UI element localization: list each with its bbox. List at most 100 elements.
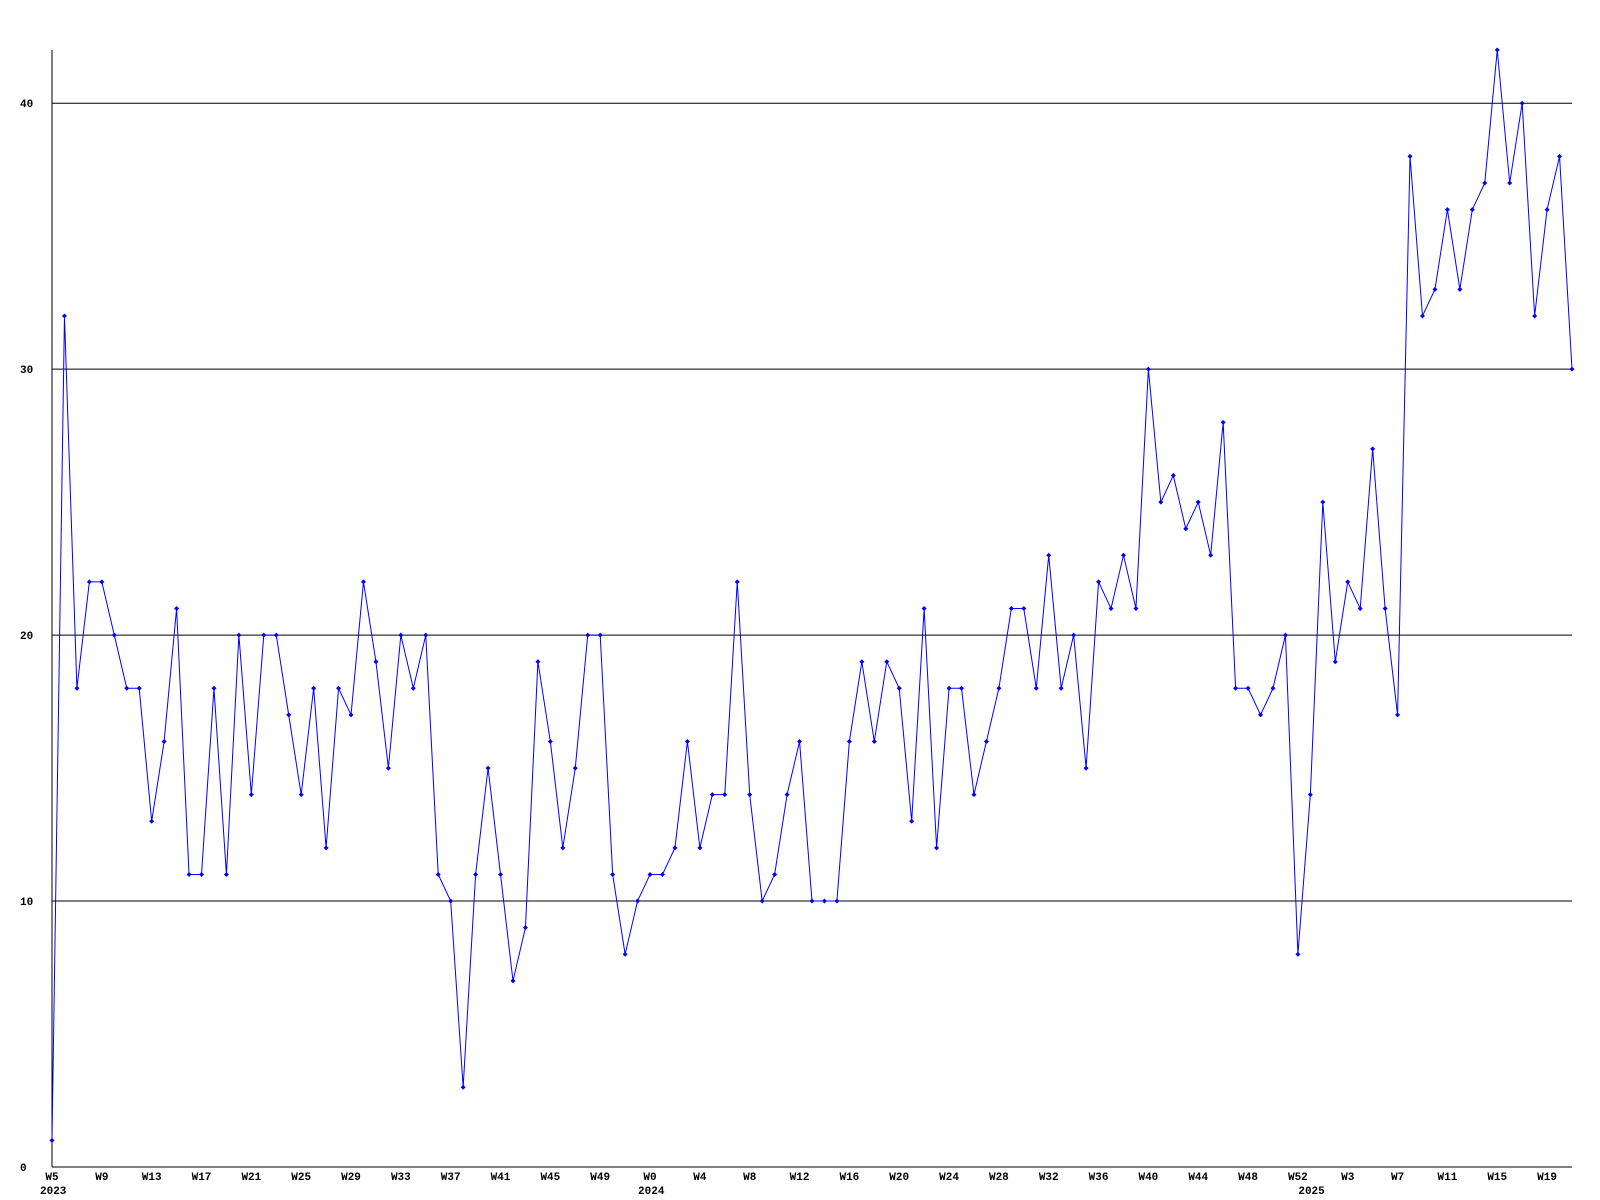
data-point	[1183, 526, 1189, 532]
data-point	[834, 898, 840, 904]
data-point	[1033, 685, 1039, 691]
x-tick-label: W45	[540, 1172, 560, 1184]
data-point	[423, 632, 429, 638]
data-point	[1469, 207, 1475, 213]
data-point	[1395, 712, 1401, 718]
data-point	[1270, 685, 1276, 691]
data-point	[983, 738, 989, 744]
data-point	[74, 685, 80, 691]
x-tick-label: W52	[1288, 1172, 1308, 1184]
data-point	[261, 632, 267, 638]
data-point	[211, 685, 217, 691]
data-point	[697, 845, 703, 851]
data-point	[49, 1137, 55, 1143]
data-point	[174, 606, 180, 611]
data-point	[1145, 366, 1151, 372]
data-point	[385, 765, 391, 771]
data-point	[996, 685, 1002, 691]
data-point	[535, 659, 541, 665]
x-tick-label: W12	[790, 1172, 810, 1184]
data-point	[672, 845, 678, 851]
data-point	[1258, 712, 1264, 718]
data-point	[1008, 606, 1014, 611]
x-tick-label: W17	[192, 1172, 212, 1184]
data-point	[709, 792, 715, 798]
data-point	[473, 871, 479, 877]
data-point	[1307, 792, 1313, 798]
data-point	[149, 818, 155, 824]
x-tick-label: W3	[1341, 1172, 1355, 1184]
data-point	[1320, 499, 1326, 505]
data-point	[1519, 100, 1525, 106]
data-point	[1096, 579, 1102, 585]
x-tick-label: W4	[693, 1172, 707, 1184]
series-line	[51, 49, 1573, 1141]
data-point	[659, 871, 665, 877]
x-tick-label: W28	[989, 1172, 1009, 1184]
data-point	[1083, 765, 1089, 771]
data-point	[1332, 659, 1338, 665]
data-point	[772, 871, 778, 877]
data-point	[1108, 606, 1114, 611]
data-point	[1021, 606, 1027, 611]
data-point	[871, 738, 877, 744]
data-point	[846, 738, 852, 744]
data-point	[884, 659, 890, 665]
data-point	[510, 978, 516, 984]
data-point	[373, 659, 379, 665]
data-point	[1133, 606, 1139, 611]
data-point	[460, 1084, 466, 1090]
x-tick-label: W25	[291, 1172, 311, 1184]
data-point	[1544, 207, 1550, 213]
data-point	[136, 685, 142, 691]
data-point	[597, 632, 603, 638]
x-group-label: 2024	[638, 1186, 665, 1198]
data-point	[1120, 552, 1126, 558]
x-tick-label: W15	[1487, 1172, 1507, 1184]
data-point	[647, 871, 653, 877]
data-point	[797, 738, 803, 744]
data-point	[747, 792, 753, 798]
data-point	[1046, 552, 1052, 558]
x-tick-label: W13	[142, 1172, 162, 1184]
data-point	[1482, 180, 1488, 186]
data-point	[1532, 313, 1538, 319]
data-point	[448, 898, 454, 904]
data-point	[1432, 286, 1438, 292]
data-point	[622, 951, 628, 957]
x-tick-label: W19	[1537, 1172, 1557, 1184]
data-point	[1557, 153, 1563, 159]
data-point	[1195, 499, 1201, 505]
data-point	[248, 792, 254, 798]
data-point	[1345, 579, 1351, 585]
x-tick-label: W36	[1089, 1172, 1109, 1184]
data-point	[1407, 153, 1413, 159]
y-tick-label: 0	[20, 1163, 27, 1175]
data-point	[1419, 313, 1425, 319]
x-group-label: 2023	[40, 1186, 67, 1198]
data-point	[1444, 207, 1450, 213]
x-tick-label: W29	[341, 1172, 361, 1184]
x-tick-label: W37	[441, 1172, 461, 1184]
data-point	[1507, 180, 1513, 186]
data-point	[1569, 366, 1575, 372]
data-point	[809, 898, 815, 904]
data-point	[1382, 606, 1388, 611]
data-point	[336, 685, 342, 691]
data-point	[124, 685, 130, 691]
x-tick-label: W5	[45, 1172, 59, 1184]
x-tick-label: W41	[491, 1172, 511, 1184]
data-point	[61, 313, 67, 319]
data-point	[323, 845, 329, 851]
data-point	[485, 765, 491, 771]
x-tick-label: W48	[1238, 1172, 1258, 1184]
x-tick-label: W9	[95, 1172, 108, 1184]
data-point	[1357, 606, 1363, 611]
data-point	[610, 871, 616, 877]
data-point	[86, 579, 92, 585]
data-point	[435, 871, 441, 877]
data-point	[1370, 446, 1376, 452]
x-tick-label: W11	[1438, 1172, 1458, 1184]
y-tick-label: 30	[20, 365, 33, 377]
